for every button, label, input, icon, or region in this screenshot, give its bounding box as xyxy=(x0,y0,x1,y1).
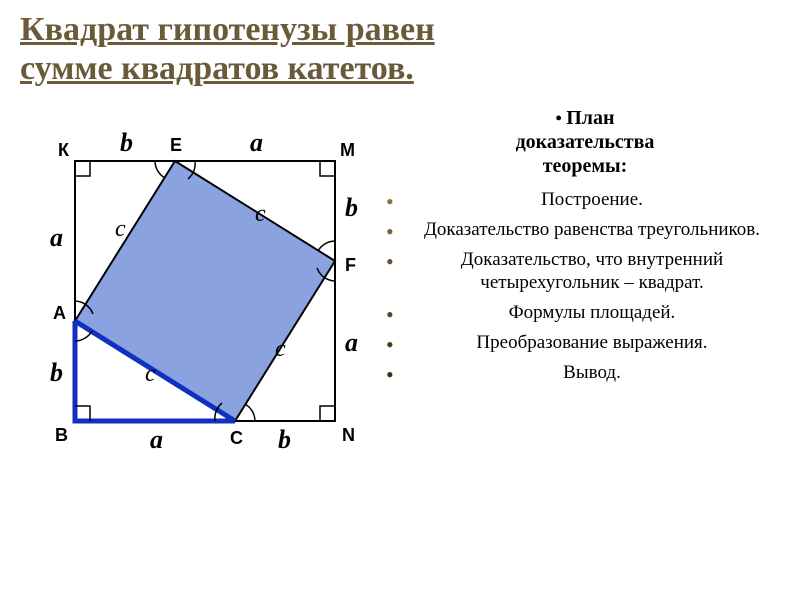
side-c-1: c xyxy=(115,216,126,242)
title-line-1: Квадрат гипотенузы равен xyxy=(20,11,435,48)
side-b-left: b xyxy=(50,358,63,387)
label-B: В xyxy=(55,425,68,445)
proof-plan: • План доказательства теоремы: Построени… xyxy=(390,96,780,476)
label-F: F xyxy=(345,255,356,275)
plan-list: Построение. Доказательство равенства тре… xyxy=(390,188,780,384)
label-K: К xyxy=(58,140,70,160)
label-E: Е xyxy=(170,135,182,155)
side-a-right: a xyxy=(345,328,358,357)
plan-heading-l3: теоремы: xyxy=(543,155,628,177)
plan-item: Формулы площадей. xyxy=(390,301,780,325)
slide-title: Квадрат гипотенузы равен сумме квадратов… xyxy=(20,10,780,88)
side-b-bottom: b xyxy=(278,425,291,454)
label-M: М xyxy=(340,140,355,160)
plan-item: Доказательство, что внутренний четырехуг… xyxy=(390,248,780,296)
plan-item: Вывод. xyxy=(390,361,780,385)
label-C: С xyxy=(230,428,243,448)
content-row: К Е М F N С В А b a b a a b a b xyxy=(20,96,780,476)
plan-item: Преобразование выражения. xyxy=(390,331,780,355)
side-a-bottom: a xyxy=(150,425,163,454)
plan-heading: • План доказательства теоремы: xyxy=(390,106,780,178)
diagram-svg: К Е М F N С В А b a b a a b a b xyxy=(20,96,370,476)
side-b-top: b xyxy=(120,128,133,157)
plan-item: Доказательство равенства треугольников. xyxy=(390,218,780,242)
slide: Квадрат гипотенузы равен сумме квадратов… xyxy=(0,0,800,600)
side-a-top: a xyxy=(250,128,263,157)
side-c-2: c xyxy=(255,201,266,227)
title-line-2: сумме квадратов катетов. xyxy=(20,50,414,87)
pythagoras-diagram: К Е М F N С В А b a b a a b a b xyxy=(20,96,370,476)
side-a-left: a xyxy=(50,223,63,252)
side-b-right: b xyxy=(345,193,358,222)
plan-heading-l2: доказательства xyxy=(516,131,655,153)
plan-item: Построение. xyxy=(390,188,780,212)
plan-heading-l1: План xyxy=(566,107,614,129)
label-N: N xyxy=(342,425,355,445)
side-c-3: c xyxy=(275,336,286,362)
label-A: А xyxy=(53,303,66,323)
side-c-4: c xyxy=(145,361,156,387)
